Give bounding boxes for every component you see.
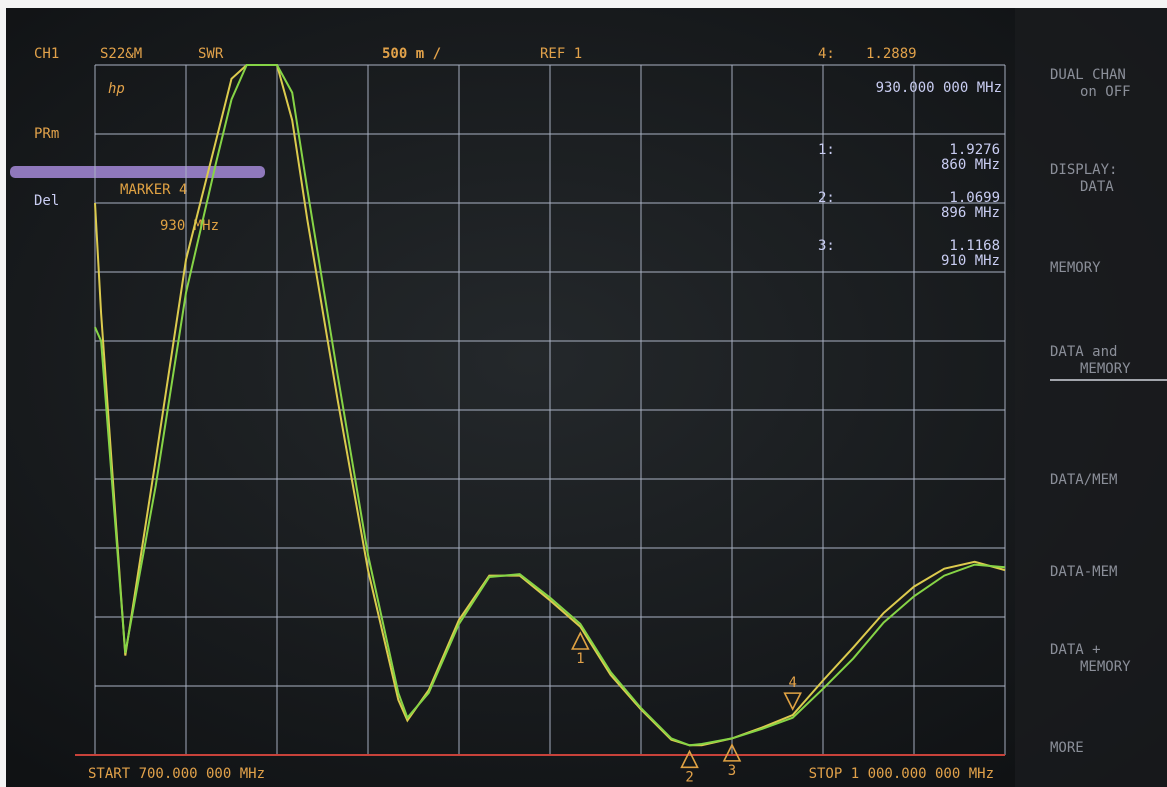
trace [94,64,1006,747]
screen-background [6,8,1167,787]
format: SWR [198,46,224,62]
readout-label: 2: [818,190,835,206]
readout-frequency: 910 MHz [941,253,1000,269]
readout-value: 1.0699 [949,190,1000,206]
readout-label: 3: [818,238,835,254]
marker-number: 3 [728,763,736,779]
active-marker-value: 1.2889 [866,46,917,62]
highlight-bar [10,166,265,178]
softkey-label[interactable]: DATA/MEM [1050,472,1117,488]
softkey-label[interactable]: DATA [1080,179,1114,195]
marker-triangle [571,631,590,650]
readout-value: 1.9276 [949,142,1000,158]
softkey-label[interactable]: MEMORY [1080,659,1131,675]
channel: CH1 [34,46,59,62]
marker-number: 4 [788,675,796,691]
softkey-label[interactable]: DATA and [1050,344,1117,360]
marker-number: 2 [685,769,693,785]
softkey-label[interactable]: MEMORY [1050,260,1101,276]
left-label: Del [34,193,59,209]
softkey-label[interactable]: DATA-MEM [1050,564,1117,580]
marker-number: 1 [576,651,584,667]
readout-frequency: 896 MHz [941,205,1000,221]
marker-title: 930 MHz [160,218,219,234]
logo: hp [108,81,125,97]
softkey-label[interactable]: MEMORY [1080,361,1131,377]
readout-frequency: 860 MHz [941,157,1000,173]
scale: 500 m / [382,46,441,62]
softkey-panel [1015,8,1167,787]
reference: REF 1 [540,46,582,62]
softkey-label[interactable]: DUAL CHAN [1050,67,1126,83]
softkey-label[interactable]: DATA + [1050,642,1101,658]
start-frequency: START 700.000 000 MHz [88,766,265,782]
active-marker-label: 4: [818,46,835,62]
readout-label: 1: [818,142,835,158]
marker-triangle [680,749,699,769]
parameter: S22&M [100,46,142,62]
marker-triangle [783,692,802,711]
stop-frequency: STOP 1 000.000 000 MHz [809,766,994,782]
softkey-label[interactable]: on OFF [1080,84,1131,100]
left-label: PRm [34,126,59,142]
active-marker-frequency: 930.000 000 MHz [876,80,1002,96]
readout-value: 1.1168 [949,238,1000,254]
marker-triangle [722,743,742,762]
marker-title: MARKER 4 [120,182,187,198]
softkey-label[interactable]: MORE [1050,740,1084,756]
softkey-label[interactable]: DISPLAY: [1050,162,1117,178]
